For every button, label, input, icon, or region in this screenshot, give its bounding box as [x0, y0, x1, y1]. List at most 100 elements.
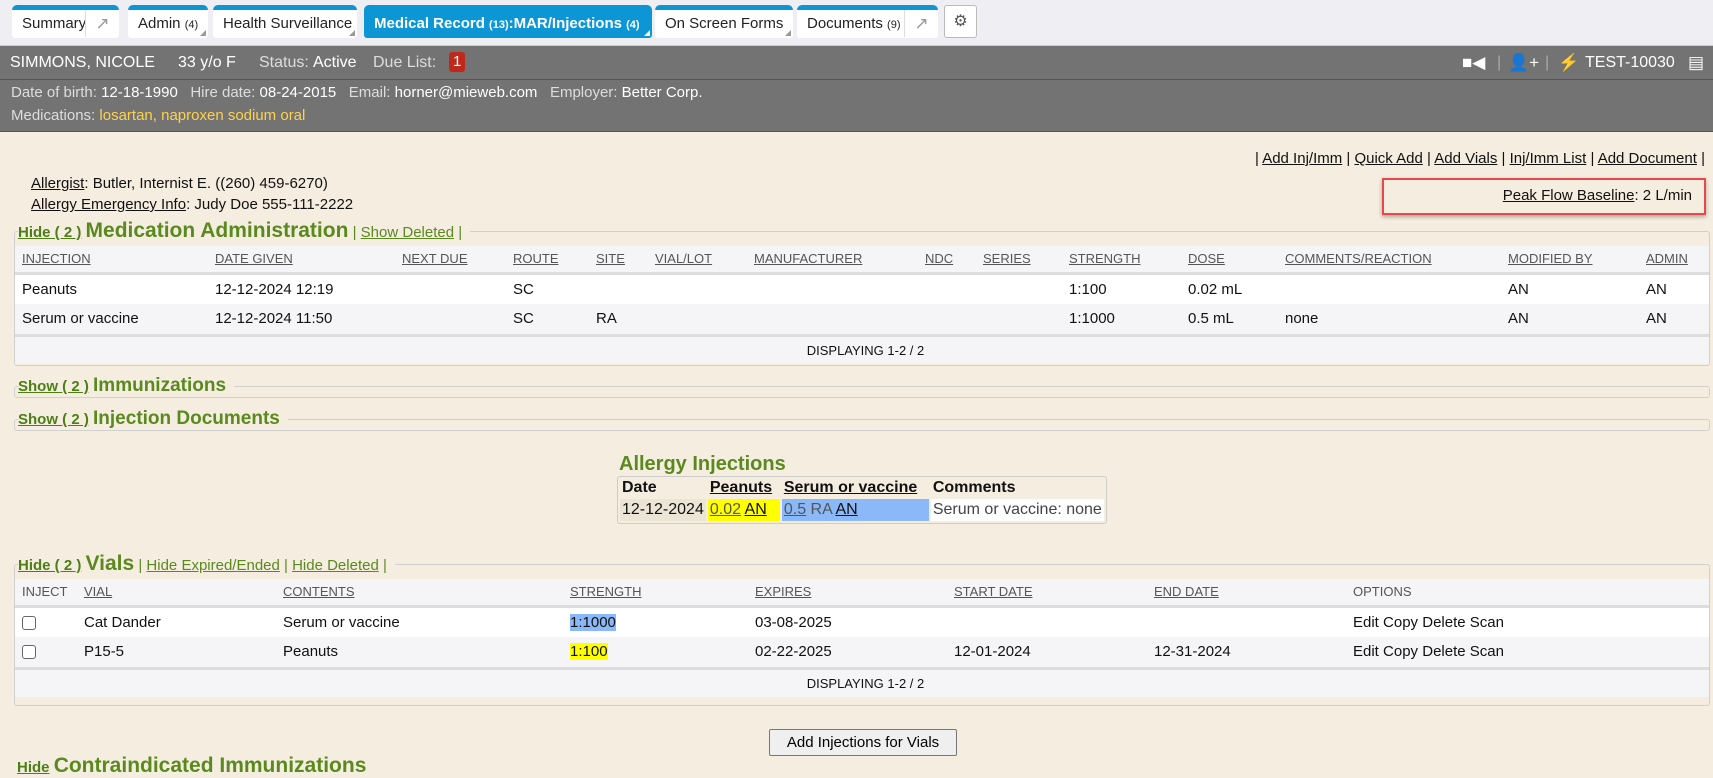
section-title: Injection Documents: [93, 408, 280, 429]
column-header[interactable]: MANUFACTURER: [747, 246, 918, 275]
allergy-injections-table: Date Peanuts Serum or vaccine Comments 1…: [617, 476, 1107, 524]
table-cell: 1:100: [1062, 273, 1181, 304]
column-header[interactable]: DOSE: [1181, 246, 1278, 275]
column-header[interactable]: NEXT DUE: [395, 246, 506, 275]
column-header-link[interactable]: Serum or vaccine: [783, 479, 918, 496]
column-header[interactable]: MODIFIED BY: [1501, 246, 1639, 275]
tab-on-screen-forms[interactable]: On Screen Forms: [655, 5, 793, 38]
column-header[interactable]: EXPIRES: [748, 579, 947, 608]
show-deleted-link[interactable]: Show Deleted: [360, 224, 455, 241]
patient-id: TEST-10030: [1585, 54, 1675, 71]
hide-deleted-link[interactable]: Hide Deleted: [292, 557, 379, 574]
quick-add-link[interactable]: Quick Add: [1354, 150, 1423, 167]
column-header[interactable]: INJECTION: [15, 246, 208, 275]
hide-toggle[interactable]: Hide: [17, 759, 50, 776]
option-scan[interactable]: Scan: [1469, 643, 1504, 661]
column-header[interactable]: STRENGTH: [1062, 246, 1181, 275]
table-footer: DISPLAYING 1-2 / 2: [15, 668, 1709, 697]
option-copy[interactable]: Copy: [1383, 643, 1419, 661]
column-header[interactable]: START DATE: [947, 579, 1147, 608]
contraindicated-immunizations-header: Hide Contraindicated Immunizations: [17, 754, 374, 778]
medication-item[interactable]: naproxen sodium oral: [161, 107, 306, 124]
option-copy[interactable]: Copy: [1383, 613, 1419, 631]
vial-expires: 02-22-2025: [748, 637, 947, 670]
hire-value: 08-24-2015: [259, 84, 337, 101]
table-row[interactable]: Peanuts 12-12-2024 12:19 SC 1:100 0.02 mL AN A…: [15, 273, 1709, 304]
option-delete[interactable]: Delete: [1422, 613, 1466, 631]
table-cell: AN: [1501, 273, 1639, 304]
dose-link[interactable]: 0.02: [709, 501, 741, 518]
option-scan[interactable]: Scan: [1469, 613, 1504, 631]
inject-cell: [15, 637, 77, 670]
vial-strength-cell: 1:1000: [563, 606, 748, 637]
vial-options: Edit Copy Delete Scan: [1346, 637, 1709, 670]
inject-checkbox[interactable]: [22, 645, 36, 660]
medication-item[interactable]: losartan: [99, 107, 153, 124]
column-header[interactable]: END DATE: [1147, 579, 1346, 608]
table-row[interactable]: Serum or vaccine 12-12-2024 11:50 SC RA 1:10…: [15, 304, 1709, 337]
column-header[interactable]: DATE GIVEN: [208, 246, 395, 275]
column-header[interactable]: CONTENTS: [276, 579, 563, 608]
table-cell: 12-12-2024 12:19: [208, 273, 395, 304]
hide-toggle[interactable]: Hide ( 2 ): [18, 224, 82, 241]
allergist-info: Allergist: Butler, Internist E. ((260) 4…: [31, 173, 353, 215]
tab-label: Documents: [807, 15, 883, 32]
due-list-badge[interactable]: 1: [449, 52, 466, 72]
tab-sublabel: :MAR/Injections: [508, 15, 622, 32]
add-injections-for-vials-button[interactable]: Add Injections for Vials: [769, 729, 957, 756]
bar-chart-icon[interactable]: ▤: [1688, 53, 1705, 72]
show-toggle[interactable]: Show ( 2 ): [18, 378, 89, 395]
tab-medical-record[interactable]: Medical Record (13):MAR/Injections (4): [364, 5, 652, 38]
column-header[interactable]: SITE: [589, 246, 648, 275]
allergist-link[interactable]: Allergist: [31, 175, 85, 192]
table-cell: [589, 273, 648, 304]
hide-expired-link[interactable]: Hide Expired/Ended: [146, 557, 280, 574]
inject-checkbox[interactable]: [22, 615, 36, 630]
section-title: Medication Administration: [85, 219, 349, 242]
column-header[interactable]: ROUTE: [506, 246, 589, 275]
tab-documents[interactable]: Documents (9) ↗: [797, 5, 938, 38]
add-user-icon[interactable]: 👤+: [1508, 53, 1540, 72]
external-link-icon[interactable]: ↗: [85, 10, 119, 37]
column-header[interactable]: STRENGTH: [563, 579, 748, 608]
hide-toggle[interactable]: Hide ( 2 ): [18, 557, 82, 574]
tab-summary[interactable]: Summary ↗: [12, 5, 119, 38]
inj-imm-list-link[interactable]: Inj/Imm List: [1509, 150, 1587, 167]
email-label: Email:: [348, 84, 391, 101]
column-header-link[interactable]: Peanuts: [709, 479, 773, 496]
medication-administration-section: Hide ( 2 ) Medication Administration | S…: [14, 219, 1710, 366]
peanuts-cell: 0.02 AN: [707, 499, 780, 521]
site: RA: [810, 501, 832, 518]
peak-flow-link[interactable]: Peak Flow Baseline: [1502, 187, 1635, 204]
add-inj-imm-link[interactable]: Add Inj/Imm: [1262, 150, 1343, 167]
column-header[interactable]: NDC: [918, 246, 976, 275]
settings-gears-icon[interactable]: ⚙: [944, 5, 977, 38]
option-edit[interactable]: Edit: [1353, 613, 1379, 631]
lightning-icon[interactable]: ⚡: [1558, 53, 1580, 72]
table-cell: [976, 304, 1062, 337]
column-header[interactable]: COMMENTS/REACTION: [1278, 246, 1501, 275]
section-title: Vials: [85, 552, 135, 575]
column-header[interactable]: VIAL: [77, 579, 276, 608]
column-header[interactable]: ADMIN: [1639, 246, 1709, 275]
add-document-link[interactable]: Add Document: [1597, 150, 1697, 167]
video-camera-icon[interactable]: ■◀: [1462, 53, 1486, 72]
tab-admin[interactable]: Admin (4): [128, 5, 208, 38]
column-header[interactable]: VIAL/LOT: [648, 246, 747, 275]
allergy-emergency-link[interactable]: Allergy Emergency Info: [31, 196, 187, 213]
admin-link[interactable]: AN: [744, 501, 767, 518]
vial-start: 12-01-2024: [947, 637, 1147, 670]
email-value: horner@mieweb.com: [394, 84, 538, 101]
dose-link[interactable]: 0.5: [783, 501, 807, 518]
admin-link[interactable]: AN: [835, 501, 858, 518]
tab-count: (4): [184, 19, 199, 31]
add-vials-link[interactable]: Add Vials: [1434, 150, 1498, 167]
column-header[interactable]: SERIES: [976, 246, 1062, 275]
vial-options: Edit Copy Delete Scan: [1346, 606, 1709, 637]
option-delete[interactable]: Delete: [1422, 643, 1466, 661]
option-edit[interactable]: Edit: [1353, 643, 1379, 661]
tab-health-surveillance[interactable]: Health Surveillance: [213, 5, 357, 38]
table-cell: [747, 273, 918, 304]
show-toggle[interactable]: Show ( 2 ): [18, 411, 89, 428]
external-link-icon[interactable]: ↗: [904, 10, 938, 37]
